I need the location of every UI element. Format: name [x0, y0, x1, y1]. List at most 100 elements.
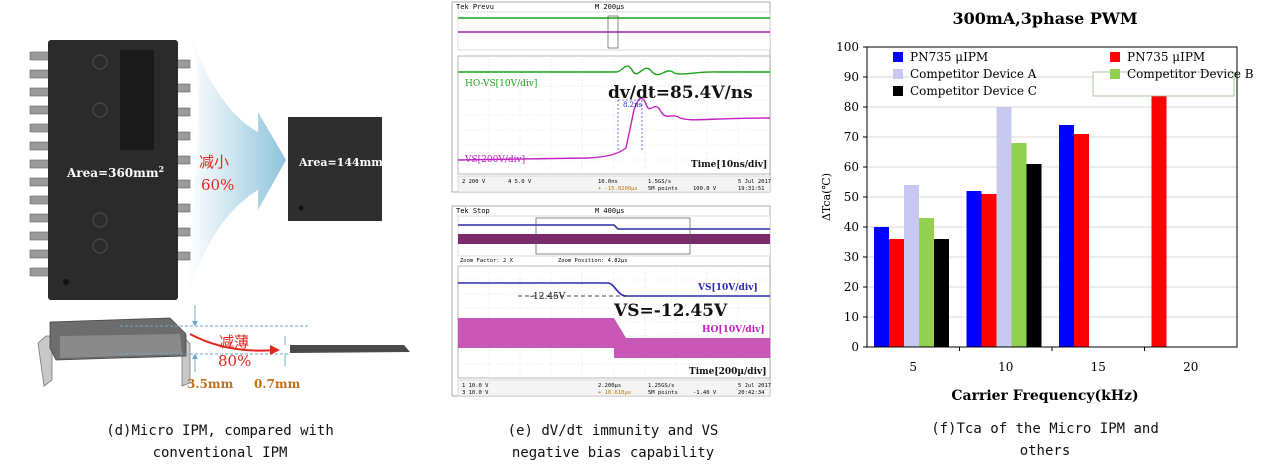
x-tick-label: 20	[1183, 360, 1198, 374]
trace-ho-band-high	[458, 318, 614, 348]
footer-bottom-date: 5 Jul 2017	[738, 383, 771, 389]
bar	[1151, 83, 1167, 347]
x-axis-label: Carrier Frequency(kHz)	[951, 388, 1138, 404]
ho-vs-label: HO-VS[10V/div]	[465, 79, 537, 89]
x-tick-label: 15	[1091, 360, 1106, 374]
footer-top-points: 5M points	[648, 186, 678, 192]
micro-ipm-side-view	[290, 345, 410, 353]
chart-title: 300mA,3phase PWM	[952, 9, 1137, 28]
dvdt-label: dv/dt=85.4V/ns	[608, 83, 753, 103]
bar	[1059, 125, 1074, 347]
bar	[1011, 143, 1027, 347]
scope-top-header-left: Tek Prevu	[456, 3, 494, 11]
scope-top: Tek Prevu M 200µs	[451, 1, 771, 193]
time-div-top: Time[10ns/div]	[691, 160, 767, 170]
bar	[874, 227, 889, 347]
bar	[1026, 164, 1042, 347]
caption-e: (e) dV/dt immunity and VS negative bias …	[507, 423, 719, 461]
y-tick-label: 80	[844, 100, 859, 114]
reduce-label: 减小	[199, 153, 229, 171]
y-tick-label: 100	[836, 40, 859, 54]
conventional-ipm-markings	[92, 54, 108, 254]
caption-d: (d)Micro IPM, compared with conventional…	[106, 423, 334, 461]
y-tick-label: 70	[844, 130, 859, 144]
footer-bottom-trigger: -1.40 V	[693, 390, 717, 396]
oscilloscope-screens: Tek Prevu M 200µs	[451, 1, 771, 397]
footer-bottom-position: + 10.610µs	[598, 390, 631, 396]
conventional-ipm-side-view	[37, 317, 191, 387]
chart-bars	[874, 83, 1167, 347]
big-area-label: Area=360mm2	[66, 164, 164, 180]
vs-level-label: -12.45V	[530, 292, 566, 302]
plot-frame	[866, 46, 1238, 348]
micro-ipm-body	[288, 117, 382, 221]
vs-value-label: VS=-12.45V	[613, 301, 728, 321]
bar	[966, 191, 982, 347]
legend-label: Competitor Device B	[1127, 67, 1254, 81]
footer-bottom-clock: 20:42:34	[738, 390, 765, 396]
footer-bottom-ch3: 3 10.0 V	[462, 390, 489, 396]
legend-label: PN735 μIPM	[910, 50, 988, 64]
bar	[904, 185, 919, 347]
footer-top-timebase: 10.0ns	[598, 179, 618, 185]
big-ipm-pins	[29, 51, 191, 277]
footer-top-date: 5 Jul 2017	[738, 179, 771, 185]
scope-bottom-header-left: Tek Stop	[456, 207, 490, 215]
legend-swatch	[1110, 52, 1120, 62]
reduction-arrow	[188, 25, 286, 300]
reduce-percent: 60%	[201, 176, 234, 194]
footer-top-ch2: 2 200 V	[462, 179, 486, 185]
legend-label: PN735 μIPM	[1127, 50, 1205, 64]
thin-percent: 80%	[218, 352, 251, 370]
ipm-comparison-illustration: Area=360mm2 减小 60% Area=144mm2 减薄 80% 3.…	[29, 25, 410, 391]
y-tick-label: 40	[844, 220, 859, 234]
footer-top-clock: 19:31:51	[738, 186, 765, 192]
y-tick-label: 0	[851, 340, 859, 354]
legend-swatch	[1110, 69, 1120, 79]
scope-top-header-mid: M 200µs	[595, 3, 625, 11]
small-area-label: Area=144mm2	[298, 153, 389, 169]
footer-bottom-points: 5M points	[648, 390, 678, 396]
dvdt-time-label: 8.2ns	[623, 101, 643, 109]
bar	[934, 239, 949, 347]
legend-swatch	[893, 86, 903, 96]
trace-vs-top	[457, 97, 771, 161]
bar	[1074, 134, 1089, 347]
trace-ho-band-low	[614, 318, 770, 358]
footer-top-ch4: 4 5.0 V	[508, 179, 532, 185]
chart-legend: PN735 μIPM PN735 μIPM Competitor Device A C…	[893, 50, 1254, 98]
y-tick-label: 90	[844, 70, 859, 84]
panel-tca-chart: 300mA,3phase PWM 0 10 20 30 40 50 60 70 80 90 100 …	[800, 0, 1270, 471]
chart-x-ticks: 5 10 15 20	[909, 347, 1198, 374]
scope-bottom: Tek Stop M 400µs Zoom Factor: 2 X Zoom P…	[451, 205, 771, 397]
tca-bar-chart: 300mA,3phase PWM 0102030405060708090100 …	[820, 9, 1254, 404]
footer-top-rate: 1.5GS/s	[648, 179, 671, 185]
bar	[919, 218, 934, 347]
vs-top-label: VS[200V/div]	[464, 155, 525, 165]
footer-top-position: + -15.0200µs	[598, 186, 638, 192]
zoom-position: Zoom Position: 4.82µs	[558, 258, 628, 264]
zoom-factor: Zoom Factor: 2 X	[460, 258, 514, 264]
ho-bottom-label: HO[10V/div]	[702, 325, 765, 335]
x-tick-label: 10	[998, 360, 1013, 374]
bar	[996, 107, 1012, 347]
footer-bottom-timebase: 2.200µs	[598, 383, 621, 389]
conventional-ipm-window	[120, 50, 154, 150]
panel-micro-ipm-comparison: Area=360mm2 减小 60% Area=144mm2 减薄 80% 3.…	[0, 0, 440, 471]
y-tick-label: 30	[844, 250, 859, 264]
time-div-bottom: Time[200µ/div]	[689, 367, 766, 377]
caption-f: (f)Tca of the Micro IPM and others	[931, 421, 1159, 459]
bar	[889, 239, 904, 347]
thickness-big: 3.5mm	[187, 377, 234, 391]
thickness-small: 0.7mm	[254, 377, 301, 391]
x-tick-label: 5	[909, 360, 917, 374]
bar	[981, 194, 997, 347]
legend-swatch	[893, 69, 903, 79]
legend-swatch	[893, 52, 903, 62]
trace-ho-vs	[458, 65, 770, 76]
legend-label: Competitor Device C	[910, 84, 1037, 98]
footer-bottom-rate: 1.25GS/s	[648, 383, 675, 389]
scope-bottom-header-mid: M 400µs	[595, 207, 625, 215]
y-tick-label: 10	[844, 310, 859, 324]
y-tick-label: 60	[844, 160, 859, 174]
